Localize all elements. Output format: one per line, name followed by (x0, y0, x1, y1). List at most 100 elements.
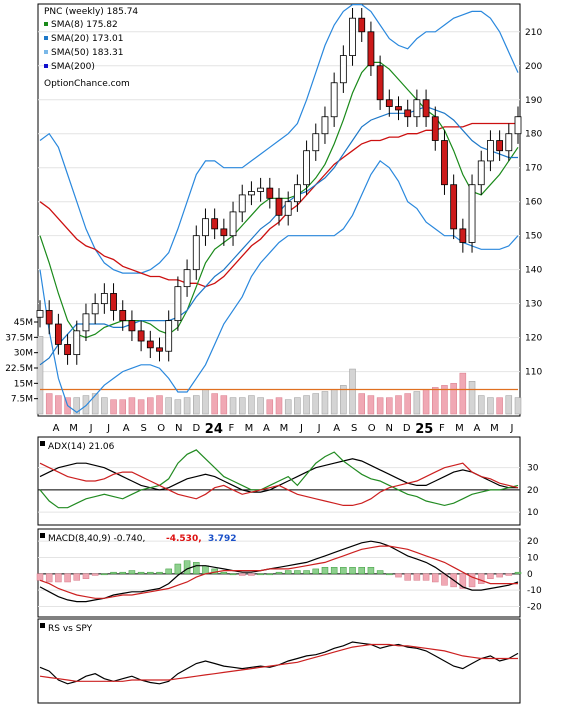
candle-body (450, 184, 458, 230)
adx-axis: 30 20 10 (527, 464, 539, 518)
candle-body (73, 330, 81, 356)
candle-body (487, 140, 494, 162)
x-axis-label: D (192, 423, 200, 434)
legend-sma200: SMA(200) (51, 62, 95, 72)
x-axis-label: 24 (205, 422, 223, 437)
candle-body (284, 201, 292, 216)
macd-histogram-bar (82, 573, 90, 579)
candle-body (174, 286, 182, 322)
macd-histogram-bar (413, 573, 421, 581)
candle-body (275, 197, 283, 216)
volume-bar (211, 393, 218, 415)
x-axis-labels: A M J J A S O N D 24 F M A M J J A S O N D 25 F M A M J (53, 422, 514, 437)
watermark: OptionChance.com (44, 79, 130, 89)
candle-body (312, 133, 320, 152)
volume-bar (275, 397, 283, 415)
rs-legend-swatch (40, 623, 45, 628)
x-axis-label: M (455, 423, 464, 434)
candlesticks (36, 8, 522, 365)
candle-body (367, 31, 375, 67)
price-gridlines (38, 31, 520, 373)
price-tick-label: 130 (525, 300, 542, 310)
volume-tick-label: 30M (14, 349, 33, 359)
volume-bar (220, 395, 228, 415)
macd-legend-swatch (40, 533, 45, 538)
x-axis-label: D (403, 423, 411, 434)
volume-bar (376, 397, 384, 415)
indicator-tick-label: 10 (527, 553, 539, 563)
candle-body (303, 150, 310, 186)
x-axis-label: J (299, 423, 303, 434)
macd-histogram-bar (459, 573, 467, 589)
x-axis-label: S (351, 423, 357, 434)
macd-histogram-bar (174, 563, 182, 575)
macd-signal-value: -4.530, (166, 534, 202, 544)
candle-body (257, 187, 265, 192)
candle-body (514, 116, 522, 135)
macd-histogram-bar (64, 573, 71, 583)
price-tick-label: 210 (525, 28, 542, 38)
price-tick-label: 110 (525, 368, 542, 378)
rs-title: RS vs SPY (48, 624, 93, 634)
candle-body (202, 218, 209, 237)
legend-swatch-sma200 (44, 64, 48, 68)
volume-bar (330, 389, 338, 415)
indicator-tick-label: 30 (527, 464, 539, 474)
macd-title: MACD(8,40,9) -0.740, (48, 534, 145, 544)
macd-histogram-bar (119, 571, 126, 575)
macd-histogram-bar (73, 573, 81, 581)
candle-body (110, 293, 117, 311)
candle-body (220, 228, 228, 237)
volume-bar (468, 381, 476, 415)
price-axis: 210 200 190 180 170 160 150 140 130 120 110 (525, 28, 542, 378)
x-axis-label: M (490, 423, 499, 434)
adx-legend-swatch (40, 441, 45, 446)
volume-bar (459, 372, 467, 415)
candle-body (36, 310, 44, 318)
x-axis-label: A (123, 423, 130, 434)
volume-bar (229, 397, 237, 415)
volume-bar (45, 393, 53, 415)
macd-histogram-bar (165, 568, 172, 575)
macd-histogram-bar (367, 567, 375, 575)
macd-histogram-bar (468, 573, 476, 588)
candle-body (91, 303, 99, 315)
bollinger-bands (39, 3, 519, 414)
macd-axis: 20 10 0 -10 -20 (527, 537, 542, 612)
legend-swatch-sma50 (44, 50, 48, 54)
macd-histogram-bar (422, 573, 430, 581)
legend-sma8: SMA(8) 175.82 (51, 20, 118, 30)
candle-body (229, 211, 237, 237)
volume-bar (358, 393, 365, 415)
x-axis-label: J (317, 423, 321, 434)
macd-histogram-bar (36, 573, 44, 581)
macd-histogram-bar (110, 571, 117, 575)
candle-body (119, 310, 127, 322)
macd-histogram-bar (101, 573, 108, 576)
candle-body (395, 106, 402, 111)
macd-histogram-bar (238, 573, 246, 576)
x-axis-label: J (106, 423, 110, 434)
candle-body (156, 347, 163, 352)
macd-histogram-bar (487, 573, 494, 579)
x-axis-label: J (510, 423, 514, 434)
volume-bar (496, 397, 503, 415)
x-axis-label: 25 (415, 422, 433, 437)
macd-histogram-bar (156, 571, 163, 575)
candle-body (468, 184, 476, 243)
candle-body (459, 228, 467, 243)
adx-lines (39, 449, 519, 509)
macd-histogram-bar (91, 573, 99, 576)
legend-swatch-sma8 (44, 22, 48, 26)
indicator-tick-label: 20 (527, 486, 539, 496)
candle-body (385, 99, 393, 107)
bollinger-band-line (39, 160, 519, 414)
candle-body (477, 160, 485, 186)
volume-tick-label: 22.5M (5, 364, 33, 374)
candle-body (330, 82, 338, 118)
macd-histogram-bar (358, 567, 365, 575)
volume-bars (36, 336, 522, 415)
macd-histogram-bar (147, 571, 154, 575)
macd-histogram-bar (229, 573, 237, 576)
indicator-line (39, 545, 518, 599)
